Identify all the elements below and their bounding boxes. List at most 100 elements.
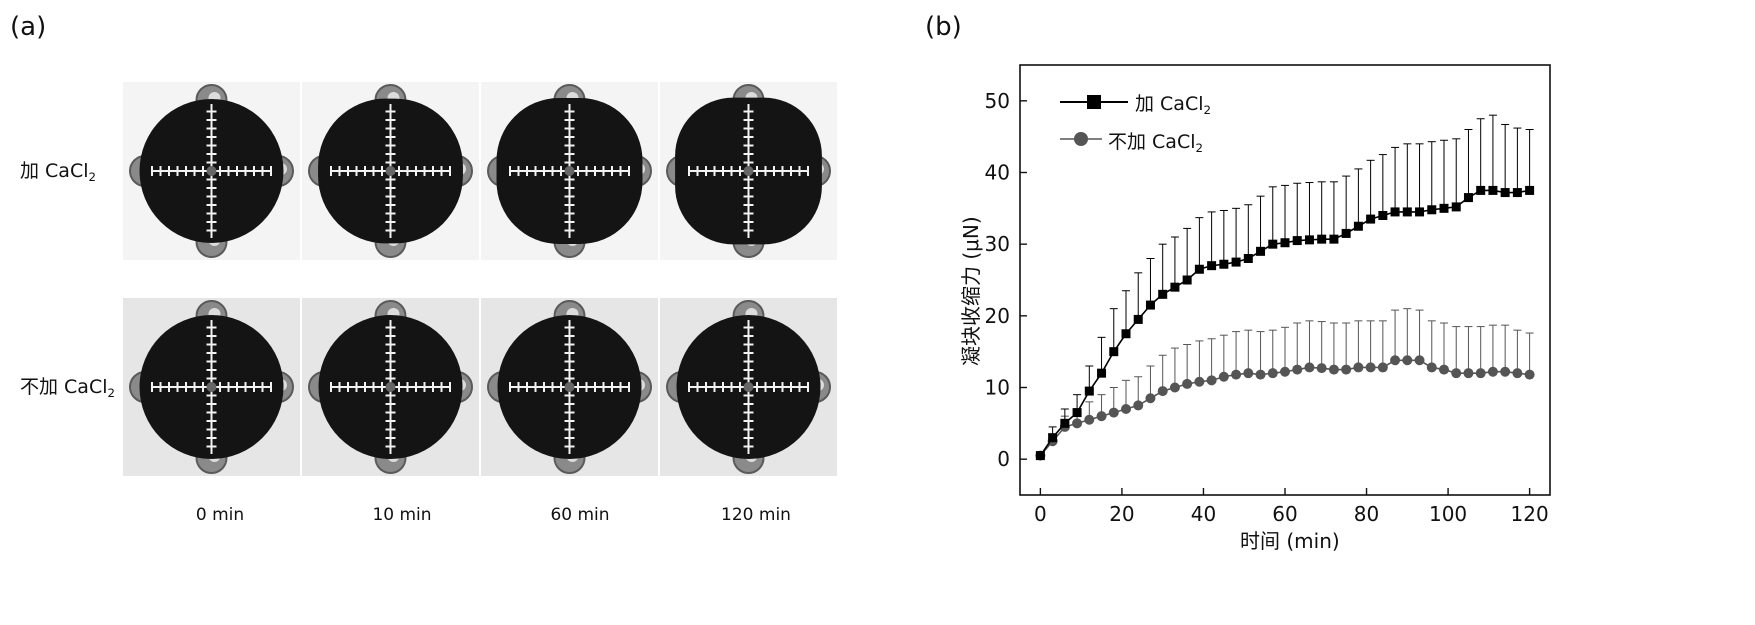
data-point [1231,257,1241,267]
x-tick-label: 100 [1429,502,1467,525]
data-point [1048,433,1058,443]
data-point [1072,408,1082,418]
y-axis-label: 凝块收缩力 (μN) [959,216,983,366]
data-point [1390,207,1400,217]
panel-b-label: (b) [925,12,962,42]
data-point [1207,261,1217,271]
legend-label-without-cacl2: 不加 CaCl2 [1108,131,1203,156]
data-point [1097,368,1107,378]
time-label-2: 60 min [550,505,610,525]
data-point [1182,378,1193,389]
data-point [1145,393,1156,404]
data-point [1366,214,1376,224]
data-point [1304,235,1314,245]
time-label-0: 0 min [195,505,245,525]
data-point [1451,202,1461,212]
y-tick-label: 0 [997,447,1010,471]
data-point [1512,368,1523,379]
data-point [1415,207,1425,217]
data-point [1525,185,1535,195]
data-point [1194,264,1204,274]
data-point [1329,234,1339,244]
measurement-cross [330,320,451,454]
x-tick-label: 120 [1511,502,1549,525]
clot-image-tile [302,82,479,260]
center-dot [743,166,754,176]
panel-a-label: (a) [10,12,47,42]
clot-image-tile [660,298,837,476]
data-point [1133,400,1144,411]
data-point [1439,364,1449,375]
x-tick-label: 20 [1109,502,1134,525]
data-point [1341,228,1351,238]
clot-image-tile [123,298,300,476]
data-point [1280,238,1290,248]
series-0 [1035,114,1535,461]
data-point [1133,314,1143,324]
data-point [1402,355,1413,366]
y-tick-label: 50 [985,89,1010,113]
data-point [1206,375,1217,386]
x-tick-label: 40 [1191,502,1216,525]
data-point [1194,376,1205,387]
center-dot [564,166,575,176]
contraction-force-chart: 0 20 40 60 80 100 120 0 10 20 30 40 50 [985,64,1551,525]
y-tick-label: 20 [985,304,1010,328]
legend-label-with-cacl2: 加 CaCl2 [1135,93,1211,118]
center-dot [385,382,396,392]
data-point [1475,368,1486,379]
clot-image-tile [481,82,658,260]
data-point [1268,239,1278,249]
data-point [1145,300,1155,310]
data-point [1488,185,1498,195]
data-point [1353,221,1363,231]
data-point [1292,364,1303,375]
data-point [1108,407,1119,418]
clot-image-tile [660,82,837,260]
data-point [1377,362,1388,373]
data-point [1158,289,1168,299]
data-point [1267,368,1278,379]
data-point [1157,386,1168,397]
data-point [1365,362,1376,373]
center-dot [206,166,217,176]
clot-image-tile [481,298,658,476]
data-point [1256,246,1266,256]
data-point [1476,185,1486,195]
data-point [1439,203,1449,213]
data-point [1378,211,1388,220]
x-tick-label: 0 [1034,502,1047,525]
clot-image-tile [123,82,300,260]
data-point [1280,366,1290,377]
data-point [1035,451,1045,461]
data-point [1121,404,1131,414]
data-point [1463,193,1473,203]
x-tick-label: 80 [1354,502,1379,525]
center-dot [385,166,396,176]
data-point [1170,282,1180,292]
data-point [1304,362,1315,373]
data-point [1292,236,1302,246]
time-label-3: 120 min [721,505,791,525]
data-point [1512,188,1522,198]
data-point [1255,369,1266,380]
row-label-without-cacl2: 不加 CaCl2 [20,376,115,401]
data-point [1096,411,1107,422]
y-tick-label: 40 [985,161,1010,185]
row-label-with-cacl2: 加 CaCl2 [20,160,96,185]
data-point [1500,188,1510,198]
data-point [1169,382,1180,393]
data-point [1427,205,1437,215]
data-point [1414,355,1425,366]
data-point [1084,414,1095,425]
x-tick-label: 60 [1272,502,1297,525]
data-point [1341,364,1352,375]
legend-marker-circle [1074,132,1088,146]
data-point [1243,254,1253,263]
data-point [1072,418,1083,429]
data-point [1218,371,1229,382]
data-point [1402,207,1412,217]
y-tick-label: 30 [985,232,1010,256]
legend [1060,95,1128,146]
data-point [1316,363,1327,374]
